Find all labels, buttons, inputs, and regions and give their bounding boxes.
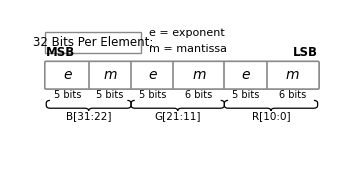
Text: 6 bits: 6 bits (185, 90, 213, 100)
Text: 5 bits: 5 bits (96, 90, 124, 100)
Text: 5 bits: 5 bits (232, 90, 259, 100)
Text: G[21:11]: G[21:11] (154, 111, 201, 121)
Text: 6 bits: 6 bits (279, 90, 306, 100)
Text: e: e (148, 68, 157, 82)
Text: 32 Bits Per Element:: 32 Bits Per Element: (33, 36, 153, 49)
Text: e: e (63, 68, 72, 82)
Text: LSB: LSB (293, 46, 318, 59)
Text: MSB: MSB (46, 46, 76, 59)
FancyBboxPatch shape (45, 32, 141, 53)
Text: e = exponent
m = mantissa: e = exponent m = mantissa (149, 28, 227, 54)
Text: 5 bits: 5 bits (138, 90, 166, 100)
Text: m: m (103, 68, 116, 82)
Text: R[10:0]: R[10:0] (252, 111, 290, 121)
Text: m: m (192, 68, 206, 82)
Text: e: e (241, 68, 250, 82)
Text: 5 bits: 5 bits (54, 90, 81, 100)
Text: B[31:22]: B[31:22] (66, 111, 111, 121)
FancyBboxPatch shape (45, 61, 319, 89)
Text: m: m (285, 68, 299, 82)
